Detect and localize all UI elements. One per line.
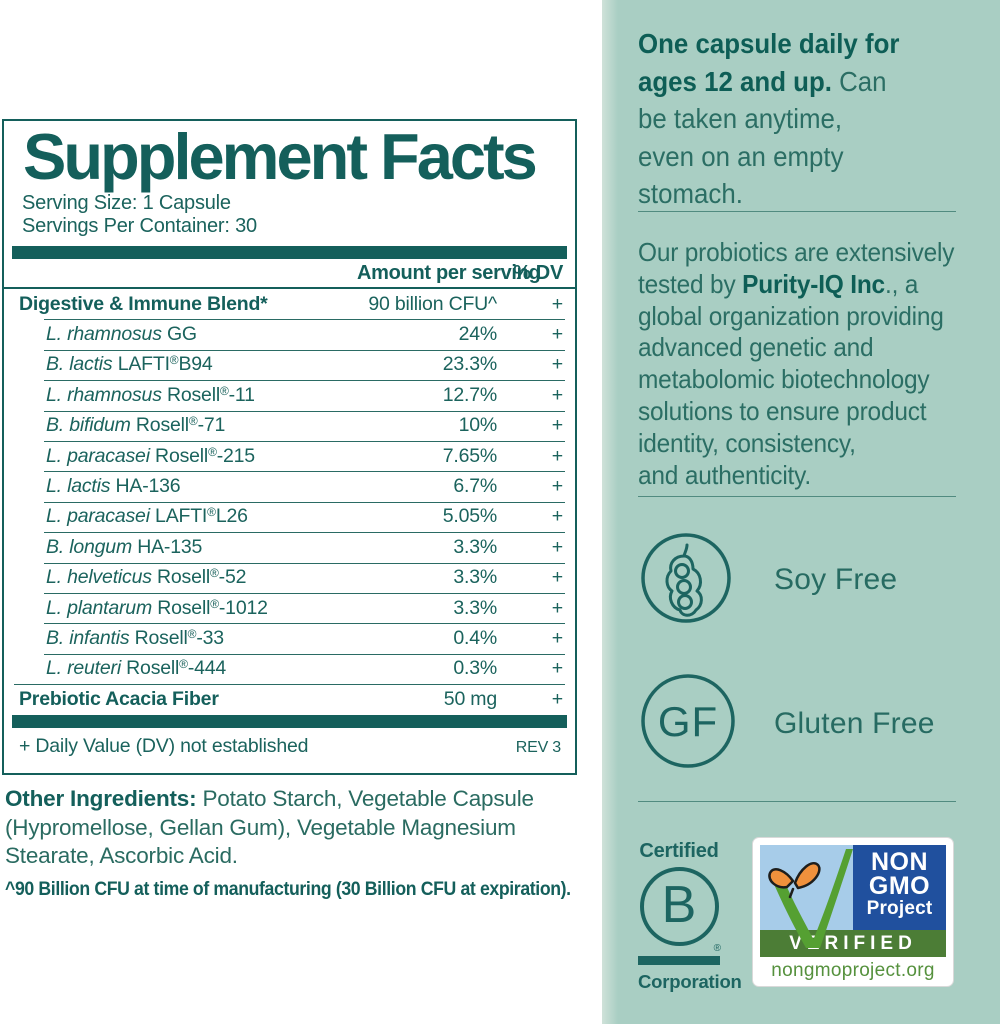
gluten-free-icon: GF (641, 674, 735, 768)
table-row: B. longum HA-135 3.3% + (4, 532, 575, 562)
usage-note: One capsule daily for ages 12 and up. Can… (638, 28, 900, 209)
table-row: B. bifidum Rosell®-71 10% + (4, 410, 575, 441)
divider-bar-top (12, 246, 567, 259)
table-footer: + Daily Value (DV) not established REV 3 (4, 728, 575, 758)
table-row: L. plantarum Rosell®-1012 3.3% + (4, 592, 575, 623)
divider-bar-bottom (12, 715, 567, 729)
servings-per-container: Servings Per Container: 30 (22, 215, 257, 237)
testing-note: Our probiotics are extensively tested by … (638, 237, 955, 490)
info-panel: One capsule daily for ages 12 and up. Can… (602, 0, 1000, 1024)
daily-value-note: + Daily Value (DV) not established (19, 735, 309, 758)
column-header-dv: % DV (513, 261, 563, 284)
table-row: L. rhamnosus Rosell®-11 12.7% + (4, 380, 575, 410)
table-row: Digestive & Immune Blend* 90 billion CFU^… (19, 292, 563, 315)
svg-text:GF: GF (658, 698, 718, 745)
table-row: L. paracasei Rosell®-215 7.65% + (4, 440, 575, 471)
table-row: B. lactis LAFTI®B94 23.3% + (4, 349, 575, 380)
serving-size: Serving Size: 1 Capsule (22, 192, 231, 214)
cfu-footnote: ^90 Billion CFU at time of manufacturing… (5, 879, 571, 900)
grass-check-butterfly-icon (768, 849, 853, 948)
b-corp-underline: ® (638, 943, 721, 965)
supplement-facts-title: Supplement Facts (23, 120, 538, 193)
supplement-facts-panel: Supplement Facts Serving Size: 1 Capsule… (2, 119, 577, 775)
table-row: L. lactis HA-136 6.7% + (4, 471, 575, 501)
soy-free-label: Soy Free (774, 563, 898, 596)
b-corp-logo: Certified B ® Corporation (638, 840, 742, 993)
table-row: B. infantis Rosell®-33 0.4% + (4, 623, 575, 653)
divider (638, 496, 956, 497)
table-header: Amount per serving % DV (4, 259, 575, 289)
b-corp-circle: B (639, 867, 719, 946)
corporation-label: Corporation (638, 971, 742, 992)
table-row: L. reuteri Rosell®-444 0.3% + (4, 653, 575, 684)
non-gmo-title: NON GMO Project (853, 845, 946, 930)
divider (638, 211, 956, 212)
certified-label: Certified (639, 840, 719, 862)
divider (638, 801, 956, 802)
table-row: L. rhamnosus GG 24% + (4, 319, 575, 349)
registered-mark: ® (713, 943, 721, 954)
gluten-free-label: Gluten Free (774, 707, 935, 740)
column-header-amount: Amount per serving (357, 261, 541, 284)
non-gmo-badge: NON GMO Project VERIFIED nongmoproject.o… (752, 837, 954, 987)
soybean-icon (641, 533, 731, 623)
revision-label: REV 3 (515, 739, 561, 757)
non-gmo-url: nongmoproject.org (771, 960, 935, 981)
table-row: Prebiotic Acacia Fiber 50 mg + (4, 684, 575, 714)
table-row: L. helveticus Rosell®-52 3.3% + (4, 562, 575, 593)
table-row: L. paracasei LAFTI®L26 5.05% + (4, 501, 575, 532)
other-ingredients: Other Ingredients: Potato Starch, Vegeta… (5, 786, 534, 868)
sf-rows: Digestive & Immune Blend* 90 billion CFU^… (4, 289, 575, 714)
